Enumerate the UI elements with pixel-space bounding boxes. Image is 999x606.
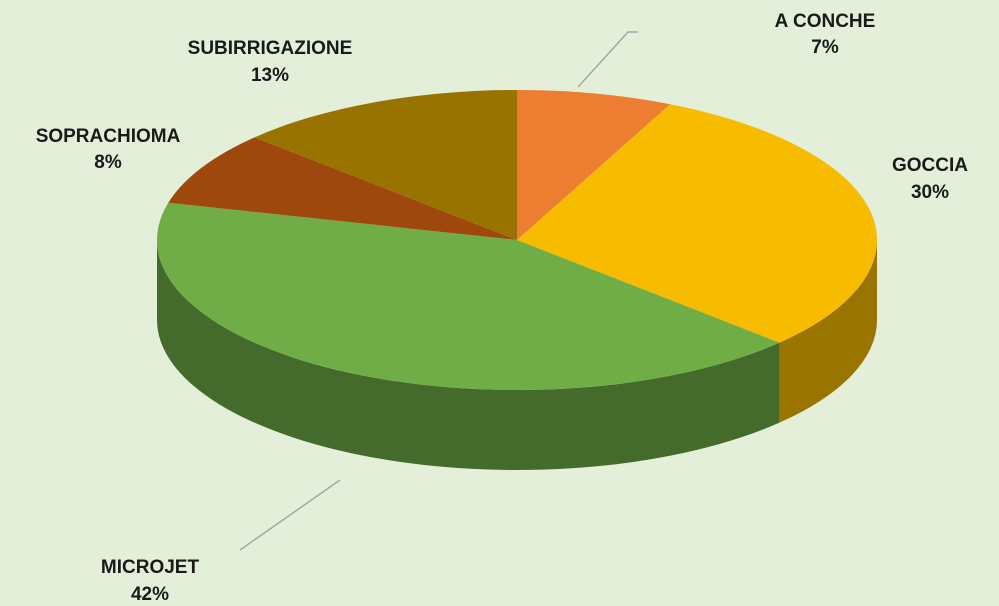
slice-label-name: SOPRACHIOMA <box>36 126 181 147</box>
leader-line <box>239 479 341 551</box>
slice-side <box>779 240 877 423</box>
slice <box>517 90 671 240</box>
slice-label-value: 42% <box>131 584 169 605</box>
leader-line <box>577 31 638 88</box>
slice <box>517 104 877 343</box>
slice-label-name: SUBIRRIGAZIONE <box>188 38 353 59</box>
pie <box>156 90 877 471</box>
slice <box>168 137 517 240</box>
slice <box>156 202 780 390</box>
slice-label-name: A CONCHE <box>775 11 876 32</box>
slice-label-value: 8% <box>94 152 122 173</box>
slice-label-value: 13% <box>251 65 289 86</box>
slice-side <box>157 240 780 471</box>
slice-label-name: MICROJET <box>101 557 200 578</box>
slice-label-value: 30% <box>911 182 949 203</box>
slice-label-name: GOCCIA <box>892 155 968 176</box>
slice-label-value: 7% <box>811 37 839 58</box>
slice <box>254 90 517 240</box>
